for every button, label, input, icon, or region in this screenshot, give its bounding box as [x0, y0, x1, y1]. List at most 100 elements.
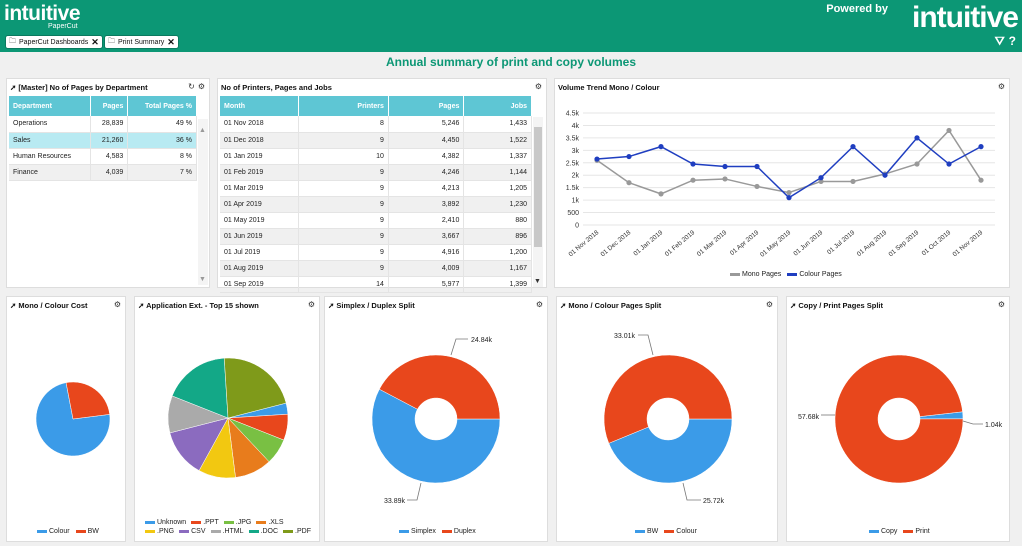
table-row[interactable]: Finance 4,039 7 % — [9, 164, 197, 181]
scroll-down-icon[interactable]: ▼ — [199, 276, 206, 283]
scrollbar[interactable]: ▼ — [533, 117, 543, 287]
legend-item[interactable]: Colour — [37, 528, 70, 535]
table-row[interactable]: 01 Feb 2019 9 4,246 1,144 — [220, 164, 532, 181]
data-point — [754, 183, 760, 190]
table-cell: 3,892 — [388, 196, 465, 213]
panel-title: ➚ Mono / Colour Pages Split — [560, 301, 662, 310]
legend-item[interactable]: BW — [635, 528, 658, 535]
x-tick-label: 01 Aug 2019 — [856, 229, 889, 258]
x-tick-label: 01 Jan 2019 — [632, 229, 664, 258]
pie-slice — [171, 357, 229, 419]
column-header[interactable]: Total Pages % — [127, 96, 197, 116]
legend-item[interactable]: Mono Pages — [730, 271, 781, 278]
gear-icon[interactable]: ⚙ — [535, 300, 543, 309]
legend-item[interactable]: Colour — [664, 528, 697, 535]
legend-item[interactable]: .DOC — [248, 528, 278, 535]
arrow-icon[interactable]: ➚ — [10, 83, 17, 92]
legend-item[interactable]: .HTML — [210, 528, 244, 535]
column-header[interactable]: Department — [9, 96, 92, 116]
gear-icon[interactable]: ⚙ — [997, 82, 1005, 91]
table-cell: 01 May 2019 — [220, 212, 299, 229]
pie-slice — [834, 354, 964, 484]
legend-item[interactable]: .PPT — [191, 519, 219, 526]
legend-item[interactable]: CSV — [179, 528, 206, 535]
table-row[interactable]: Operations 28,839 49 % — [9, 116, 197, 133]
gear-icon[interactable]: ⚙ — [534, 82, 542, 91]
table-row[interactable]: 01 Jun 2019 9 3,667 896 — [220, 228, 532, 245]
legend-item[interactable]: Colour Pages — [787, 271, 842, 278]
table-row[interactable]: 01 May 2019 9 2,410 880 — [220, 212, 532, 229]
tab-papercut-dashboards[interactable]: 🗀 PaperCut Dashboards ✕ — [5, 35, 103, 49]
legend-item[interactable]: .PNG — [145, 528, 174, 535]
mono-colour-cost-pie — [35, 381, 111, 457]
table-cell: 01 Jan 2019 — [220, 148, 299, 165]
column-header[interactable]: Pages — [90, 96, 129, 116]
data-point — [914, 161, 920, 167]
legend-item[interactable]: Duplex — [441, 528, 476, 535]
filter-icon[interactable]: ⛛ — [994, 34, 1005, 48]
data-label: 24.84k — [471, 337, 493, 344]
column-header[interactable]: Pages — [388, 96, 465, 116]
app-logo-sub: PaperCut — [48, 23, 78, 30]
table-row[interactable]: 01 Dec 2018 9 4,450 1,522 — [220, 132, 532, 149]
help-icon[interactable]: ? — [1008, 34, 1016, 48]
table-cell: 4,450 — [388, 132, 465, 149]
table-row[interactable]: 01 Jul 2019 9 4,916 1,200 — [220, 244, 532, 261]
data-point — [690, 161, 696, 167]
tab-print-summary[interactable]: 🗀 Print Summary ✕ — [104, 35, 179, 49]
chart-legend: Unknown .PPT .JPG .XLS .PNG CSV .HTML .DOC .PDF — [145, 519, 315, 535]
leader-line — [450, 338, 468, 356]
table-row[interactable]: 01 Mar 2019 9 4,213 1,205 — [220, 180, 532, 197]
scroll-up-icon[interactable]: ▲ — [199, 127, 206, 134]
table-row[interactable]: 01 Nov 2018 8 5,246 1,433 — [220, 116, 532, 133]
gear-icon[interactable]: ⚙ — [307, 300, 315, 309]
table-row[interactable]: Human Resources 4,583 8 % — [9, 148, 197, 165]
simplex-duplex-donut: 24.84k 33.89k — [371, 337, 501, 505]
arrow-icon[interactable]: ➚ — [790, 301, 797, 310]
table-cell: 9 — [298, 196, 389, 213]
close-icon[interactable]: ✕ — [91, 36, 99, 47]
y-tick-label: 0 — [575, 223, 579, 230]
scrollbar[interactable]: ▲ ▼ — [198, 119, 208, 285]
pie-slice — [223, 357, 287, 419]
y-tick-label: 1.5k — [566, 185, 580, 192]
table-row[interactable]: 01 Jan 2019 10 4,382 1,337 — [220, 148, 532, 165]
gear-icon[interactable]: ⚙ — [197, 82, 205, 91]
gear-icon[interactable]: ⚙ — [765, 300, 773, 309]
arrow-icon[interactable]: ➚ — [560, 301, 567, 310]
refresh-icon[interactable]: ↻ — [188, 82, 195, 91]
arrow-icon[interactable]: ➚ — [138, 301, 145, 310]
x-tick-label: 01 Feb 2019 — [664, 229, 697, 258]
legend-item[interactable]: Unknown — [145, 519, 186, 526]
arrow-icon[interactable]: ➚ — [10, 301, 17, 310]
printers-table: Month Printers Pages Jobs 01 Nov 2018 8 5,… — [220, 96, 532, 293]
column-header[interactable]: Month — [220, 96, 299, 116]
table-row[interactable]: Sales 21,260 36 % — [9, 132, 197, 149]
table-row[interactable]: 01 Sep 2019 14 5,977 1,399 — [220, 276, 532, 293]
legend-item[interactable]: Simplex — [399, 528, 436, 535]
table-cell: 1,399 — [463, 276, 532, 293]
column-header[interactable]: Printers — [298, 96, 389, 116]
table-cell: 1,230 — [463, 196, 532, 213]
legend-item[interactable]: .XLS — [256, 519, 284, 526]
arrow-icon[interactable]: ➚ — [328, 301, 335, 310]
y-tick-label: 1k — [572, 198, 580, 205]
legend-item[interactable]: .JPG — [223, 519, 251, 526]
column-header[interactable]: Jobs — [463, 96, 532, 116]
table-row[interactable]: 01 Aug 2019 9 4,009 1,167 — [220, 260, 532, 277]
table-row[interactable]: 01 Apr 2019 9 3,892 1,230 — [220, 196, 532, 213]
scroll-down-icon[interactable]: ▼ — [534, 278, 541, 285]
gear-icon[interactable]: ⚙ — [997, 300, 1005, 309]
legend-item[interactable]: .PDF — [283, 528, 311, 535]
table-cell: 4,009 — [388, 260, 465, 277]
scrollbar-thumb[interactable] — [534, 127, 542, 247]
panel-title: No of Printers, Pages and Jobs — [221, 83, 332, 92]
y-tick-label: 500 — [567, 210, 579, 217]
x-tick-label: 01 Nov 2019 — [952, 229, 985, 258]
close-icon[interactable]: ✕ — [167, 36, 175, 47]
legend-item[interactable]: Print — [903, 528, 930, 535]
legend-item[interactable]: Copy — [869, 528, 897, 535]
series-line — [596, 136, 982, 199]
legend-item[interactable]: BW — [75, 528, 99, 535]
gear-icon[interactable]: ⚙ — [113, 300, 121, 309]
